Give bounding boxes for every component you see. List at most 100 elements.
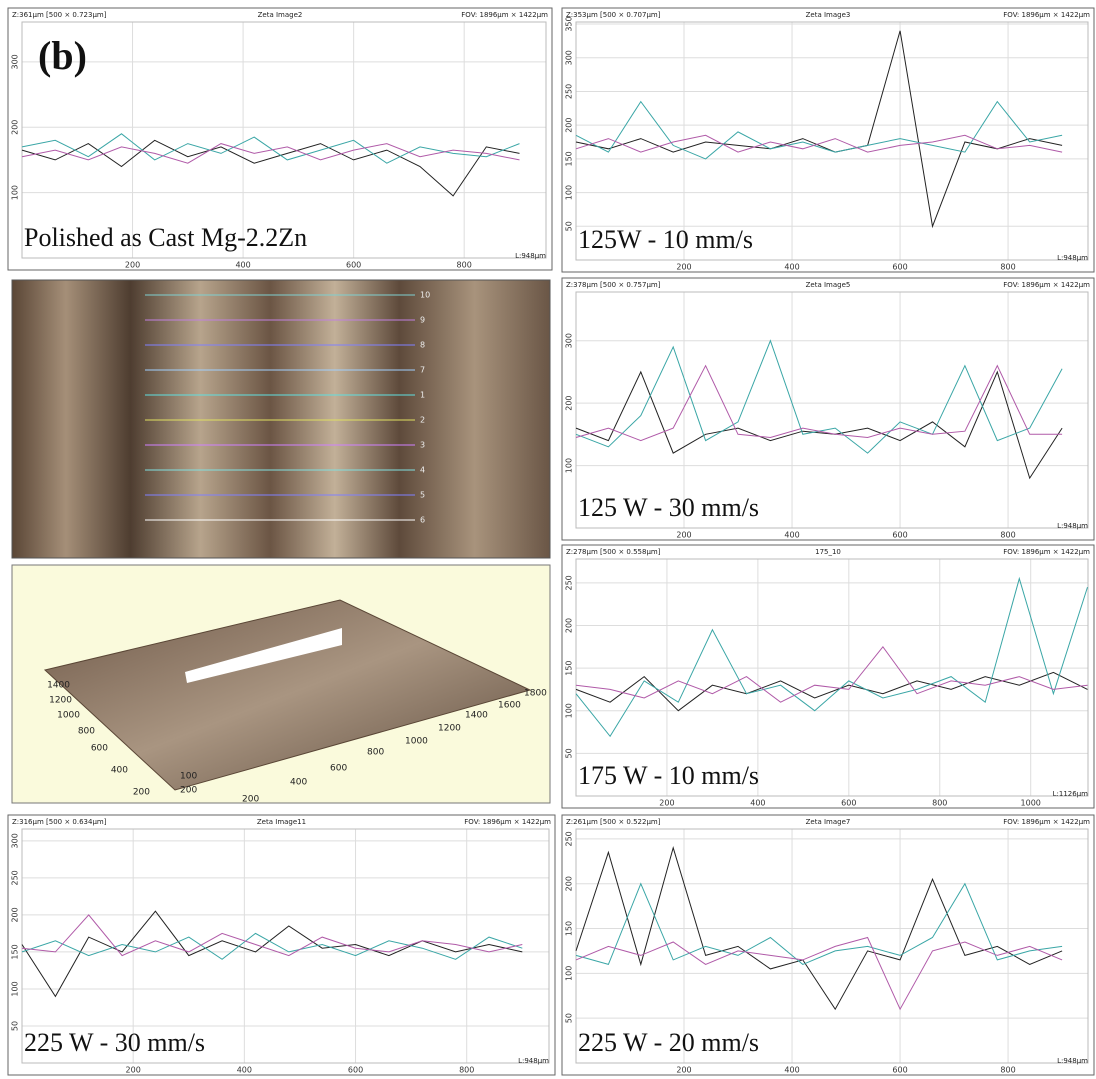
plot-area — [21, 828, 550, 1064]
y-tick-label: 50 — [565, 221, 574, 231]
length-label: L:948µm — [1057, 522, 1088, 530]
chart-frame — [561, 7, 1095, 273]
length-tick: 1000 — [405, 737, 428, 747]
length-tick: 800 — [367, 748, 384, 758]
x-tick-label: 800 — [459, 1066, 474, 1075]
y-tick-label: 150 — [565, 660, 574, 675]
length-tick: 200 — [242, 795, 259, 805]
header-left: Z:261µm [500 × 0.522µm] — [566, 818, 661, 826]
profile-label: 1 — [420, 391, 425, 400]
x-tick-label: 400 — [784, 263, 799, 272]
x-tick-label: 800 — [932, 799, 947, 808]
profile-label: 4 — [420, 466, 425, 475]
depth-tick: 1200 — [49, 696, 72, 706]
x-tick-label: 600 — [841, 799, 856, 808]
depth-tick: 800 — [78, 727, 95, 737]
header-right: FOV: 1896µm × 1422µm — [1003, 548, 1090, 556]
profile-line — [575, 100, 1063, 160]
chart-title: 175_10 — [815, 548, 841, 556]
y-tick-label: 250 — [11, 870, 20, 885]
annotation: 225 W - 20 mm/s — [578, 1028, 759, 1057]
header-right: FOV: 1896µm × 1422µm — [1003, 281, 1090, 289]
profile-line — [575, 30, 1063, 229]
y-tick-label: 100 — [565, 185, 574, 200]
length-label: L:948µm — [518, 1057, 549, 1065]
depth-tick: 200 — [133, 788, 150, 798]
x-tick-label: 200 — [659, 799, 674, 808]
y-tick-label: 100 — [565, 966, 574, 981]
x-tick-label: 200 — [676, 263, 691, 272]
x-tick-label: 800 — [1000, 263, 1015, 272]
x-tick-label: 400 — [237, 1066, 252, 1075]
profile-line — [21, 910, 523, 998]
y-tick-label: 100 — [565, 703, 574, 718]
x-tick-label: 400 — [235, 261, 250, 270]
chart-title: Zeta Image5 — [806, 281, 851, 289]
surface-3d — [43, 599, 532, 791]
x-tick-label: 400 — [750, 799, 765, 808]
plot-area — [21, 21, 547, 259]
length-label: L:1126µm — [1053, 790, 1089, 798]
length-tick: 1800 — [524, 689, 547, 699]
length-label: L:948µm — [1057, 1057, 1088, 1065]
chart-frame — [7, 7, 553, 271]
plot-area — [575, 828, 1089, 1064]
header-right: FOV: 1896µm × 1422µm — [1003, 818, 1090, 826]
header-left: Z:278µm [500 × 0.558µm] — [566, 548, 661, 556]
annotation: 125W - 10 mm/s — [578, 225, 753, 254]
x-tick-label: 1000 — [1021, 799, 1041, 808]
depth-tick: 600 — [91, 744, 108, 754]
plot-area — [575, 21, 1089, 261]
panel-label: (b) — [38, 33, 87, 78]
y-tick-label: 250 — [565, 831, 574, 846]
profile-label: 5 — [420, 491, 425, 500]
chart-title: Zeta Image2 — [258, 11, 303, 19]
header-right: FOV: 1896µm × 1422µm — [1003, 11, 1090, 19]
length-label: L:948µm — [1057, 254, 1088, 262]
header-left: Z:353µm [500 × 0.707µm] — [566, 11, 661, 19]
height-tick: 100 — [180, 772, 197, 782]
profile-line — [575, 936, 1063, 1011]
x-tick-label: 400 — [784, 1066, 799, 1075]
y-tick-label: 200 — [11, 120, 20, 135]
length-label: L:948µm — [515, 252, 546, 260]
y-tick-label: 150 — [565, 921, 574, 936]
annotation: 125 W - 30 mm/s — [578, 493, 759, 522]
profile-line — [575, 134, 1063, 153]
profile-line — [21, 914, 523, 957]
profile-label: 10 — [420, 291, 430, 300]
profile-line — [21, 139, 520, 197]
y-tick-label: 100 — [11, 981, 20, 996]
x-tick-label: 200 — [126, 1066, 141, 1075]
annotation: 175 W - 10 mm/s — [578, 761, 759, 790]
header-left: Z:378µm [500 × 0.757µm] — [566, 281, 661, 289]
header-left: Z:361µm [500 × 0.723µm] — [12, 11, 107, 19]
chart-title: Zeta Image3 — [806, 11, 851, 19]
depth-tick: 1000 — [57, 711, 80, 721]
y-tick-label: 300 — [11, 833, 20, 848]
y-tick-label: 300 — [565, 50, 574, 65]
profile-line — [21, 143, 520, 164]
profile-line — [575, 645, 1088, 703]
x-tick-label: 200 — [125, 261, 140, 270]
y-tick-label: 150 — [11, 944, 20, 959]
chart-frame — [561, 277, 1095, 541]
y-tick-label: 250 — [565, 575, 574, 590]
micrograph — [11, 279, 551, 559]
x-tick-label: 800 — [457, 261, 472, 270]
x-tick-label: 800 — [1000, 1066, 1015, 1075]
y-tick-label: 250 — [565, 84, 574, 99]
y-tick-label: 300 — [565, 333, 574, 348]
y-tick-label: 50 — [565, 748, 574, 758]
depth-tick: 1400 — [47, 681, 70, 691]
x-tick-label: 600 — [348, 1066, 363, 1075]
length-tick: 1400 — [465, 711, 488, 721]
header-right: FOV: 1896µm × 1422µm — [461, 11, 548, 19]
x-tick-label: 600 — [892, 531, 907, 540]
profile-line — [575, 370, 1063, 480]
profile-line — [21, 133, 520, 164]
y-tick-label: 100 — [565, 458, 574, 473]
profile-label: 6 — [420, 516, 425, 525]
